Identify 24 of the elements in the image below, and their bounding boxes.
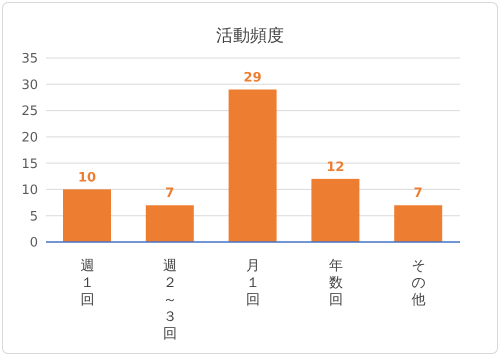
x-tick-label: 年数回	[328, 258, 343, 308]
y-tick-label: 20	[21, 130, 38, 146]
bar	[311, 178, 360, 242]
chart-title: 活動頻度	[215, 25, 285, 47]
data-label: 10	[78, 170, 96, 186]
y-tick-label: 0	[30, 236, 38, 251]
x-tick-label: その他	[412, 258, 426, 308]
data-label: 7	[414, 186, 423, 202]
data-label: 7	[165, 186, 174, 202]
x-tick-label: 週１回	[80, 258, 94, 308]
data-label: 29	[244, 70, 262, 86]
y-tick-label: 30	[21, 78, 38, 93]
data-label: 12	[326, 160, 344, 175]
y-tick-label: 15	[21, 156, 38, 172]
x-tick-label: 月１回	[246, 258, 260, 308]
bar	[146, 205, 194, 242]
y-tick-label: 25	[21, 104, 38, 120]
bar	[394, 205, 442, 242]
y-tick-label: 5	[30, 209, 38, 224]
bar	[63, 189, 111, 242]
x-tick-label: 週２～３回	[163, 258, 178, 342]
y-tick-label: 10	[21, 183, 38, 198]
y-tick-label: 35	[21, 52, 38, 67]
bar	[228, 90, 277, 242]
